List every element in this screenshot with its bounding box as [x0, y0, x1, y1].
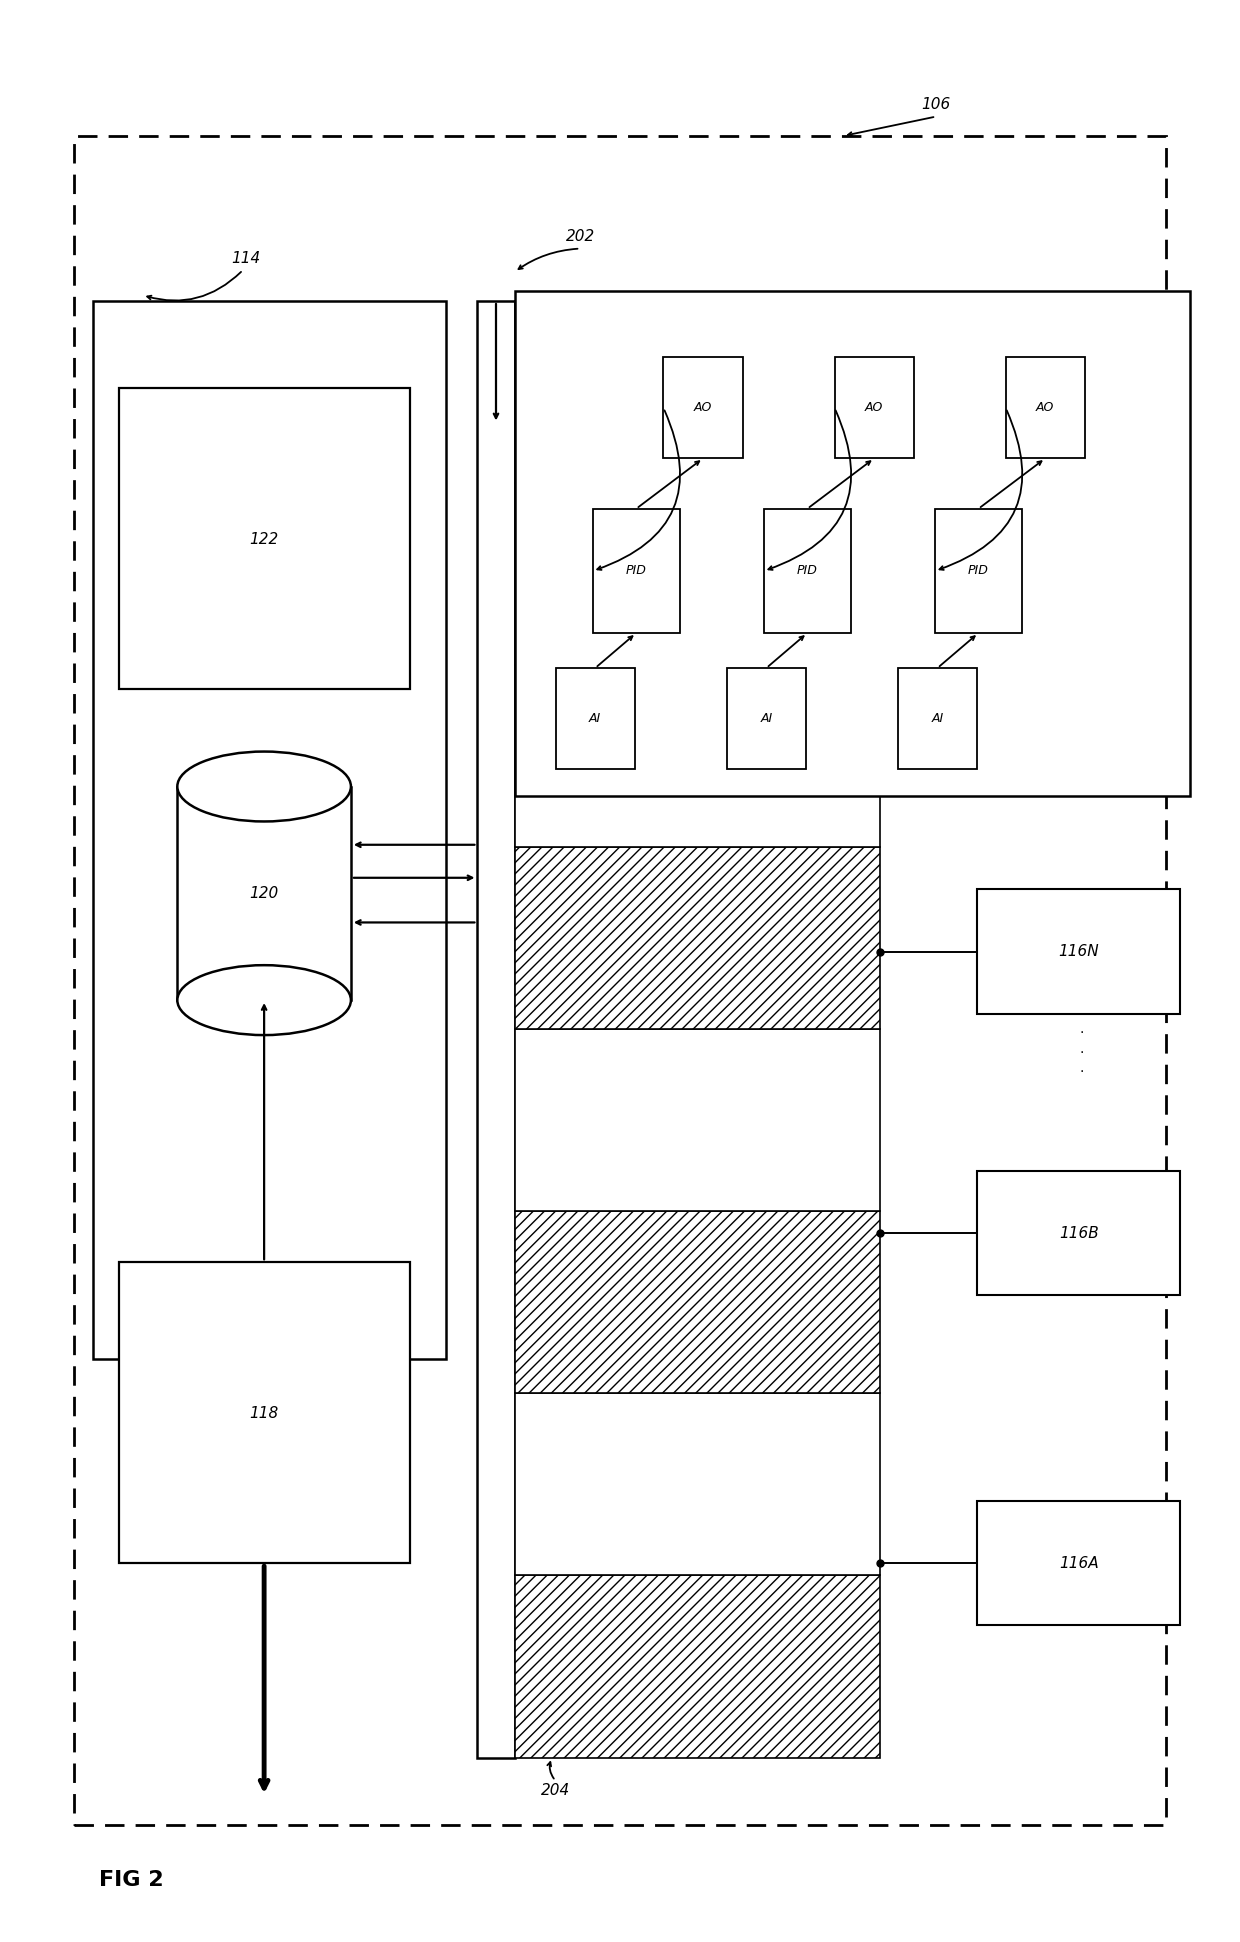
Bar [515, 847, 880, 1029]
Text: FIG 2: FIG 2 [99, 1870, 164, 1890]
Bar [515, 1029, 880, 1212]
Bar [177, 787, 351, 1000]
Ellipse shape [177, 965, 351, 1035]
Bar [93, 301, 446, 1359]
Text: 122: 122 [249, 532, 279, 548]
Text: 116N: 116N [1059, 944, 1099, 959]
Bar [898, 668, 977, 769]
Bar [515, 301, 880, 484]
Text: PID: PID [797, 565, 817, 577]
Bar [935, 509, 1022, 633]
Bar [515, 664, 880, 847]
Text: AO: AO [694, 402, 712, 414]
Bar [515, 291, 1190, 796]
Text: 114: 114 [231, 251, 260, 266]
Text: AI: AI [589, 713, 601, 724]
Text: 202: 202 [565, 229, 595, 245]
Bar [977, 1171, 1180, 1295]
Text: 116B: 116B [1059, 1225, 1099, 1241]
Text: 106: 106 [921, 97, 951, 113]
Bar [764, 509, 851, 633]
Bar [835, 357, 914, 458]
Bar [119, 388, 410, 689]
Bar [515, 1212, 880, 1394]
Text: AO: AO [866, 402, 883, 414]
Bar [515, 1575, 880, 1758]
Bar [1006, 357, 1085, 458]
Bar [477, 301, 515, 1758]
Text: 120: 120 [249, 886, 279, 901]
Bar [556, 668, 635, 769]
Bar [515, 484, 880, 664]
Bar [593, 509, 680, 633]
Bar [119, 1262, 410, 1563]
Text: PID: PID [626, 565, 646, 577]
Text: 204: 204 [541, 1783, 570, 1798]
Text: AO: AO [1037, 402, 1054, 414]
Text: AI: AI [760, 713, 773, 724]
Text: AI: AI [931, 713, 944, 724]
Bar [727, 668, 806, 769]
Bar [74, 136, 1166, 1825]
Bar [663, 357, 743, 458]
Text: 118: 118 [249, 1406, 279, 1422]
Text: PID: PID [968, 565, 988, 577]
Bar [515, 1394, 880, 1575]
Text: ·
·
·: · · · [1079, 1025, 1084, 1080]
Ellipse shape [177, 752, 351, 821]
Bar [977, 1501, 1180, 1625]
Text: 116A: 116A [1059, 1556, 1099, 1571]
Bar [977, 889, 1180, 1014]
